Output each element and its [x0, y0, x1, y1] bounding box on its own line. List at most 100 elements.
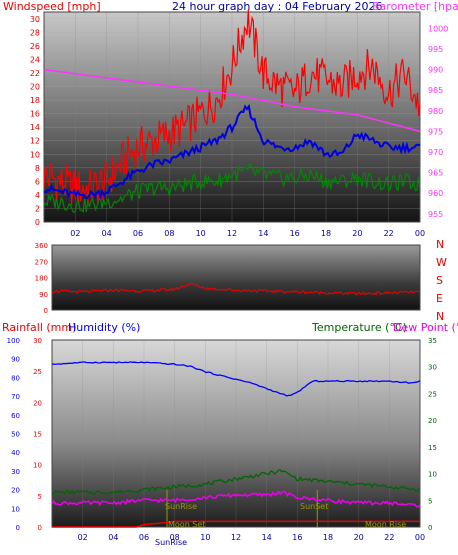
rain-tick-30: 30 — [33, 337, 42, 345]
temp-tick-15: 15 — [428, 444, 437, 452]
humidity-tick-60: 60 — [11, 412, 20, 420]
rainfall-line — [52, 520, 420, 528]
baro-tick-1000: 1000 — [428, 24, 448, 33]
wind-xtick-12: 12 — [227, 229, 237, 238]
baro-tick-980: 980 — [428, 107, 443, 116]
wind-tick-18: 18 — [30, 96, 40, 105]
temperature-line — [52, 469, 421, 496]
sun-moon-annotations: SunRise SunSet Moon Set Moon Rise SunRise — [155, 502, 406, 547]
humidity-tick-40: 40 — [11, 449, 20, 457]
dewpoint-axis-label: Dew Point (°C — [393, 321, 458, 334]
barometer-line — [43, 68, 421, 133]
humidity-line — [51, 361, 421, 397]
direction-ticks: 0 90 180 270 360 — [35, 242, 48, 315]
wind-xtick-20: 20 — [352, 229, 362, 238]
rain-tick-25: 25 — [33, 368, 42, 376]
annotation-1: SunSet — [300, 502, 328, 511]
annotation-4: SunRise — [155, 538, 187, 547]
direction-series — [51, 282, 421, 296]
wind-xtick-18: 18 — [321, 229, 331, 238]
barometer-axis-label: Barometer [hpa] — [372, 0, 458, 13]
direction-plot-area — [51, 244, 421, 311]
wind-xtick-00: 00 — [415, 229, 425, 238]
rain-tick-5: 5 — [38, 493, 42, 501]
low-wind-line — [43, 162, 421, 214]
wind-xtick-02: 02 — [70, 229, 80, 238]
temp-xtick-06: 06 — [139, 533, 149, 542]
temp-tick-30: 30 — [428, 364, 437, 372]
humidity-tick-90: 90 — [11, 356, 20, 364]
wind-tick-2: 2 — [35, 204, 40, 213]
temp-xtick-10: 10 — [200, 533, 210, 542]
temp-xtick-20: 20 — [354, 533, 364, 542]
wind-xtick-04: 04 — [102, 229, 112, 238]
dewpoint-line — [51, 490, 421, 509]
baro-tick-955: 955 — [428, 210, 443, 219]
wind-xtick-08: 08 — [164, 229, 174, 238]
baro-tick-970: 970 — [428, 148, 443, 157]
temp-tick-35: 35 — [428, 337, 437, 345]
wind-direction-line — [51, 282, 421, 296]
temp-hum-series — [51, 361, 421, 528]
wind-tick-16: 16 — [30, 110, 40, 119]
baro-tick-990: 990 — [428, 66, 443, 75]
direction-tick-360: 360 — [35, 242, 48, 250]
compass-3: E — [436, 292, 443, 305]
compass-4: N — [436, 310, 444, 323]
temp-xtick-08: 08 — [170, 533, 180, 542]
temp-xtick-18: 18 — [323, 533, 333, 542]
temp-xtick-22: 22 — [384, 533, 394, 542]
rain-tick-15: 15 — [33, 431, 42, 439]
temp-xtick-04: 04 — [108, 533, 118, 542]
graph-title: 24 hour graph day : 04 February 2026 — [172, 0, 383, 13]
wind-x-ticks: 02 04 06 08 10 12 14 16 18 20 22 00 — [70, 229, 425, 238]
direction-tick-0: 0 — [44, 307, 48, 315]
direction-tick-180: 180 — [35, 275, 48, 283]
temp-xtick-12: 12 — [231, 533, 241, 542]
direction-tick-270: 270 — [35, 258, 48, 266]
wind-tick-8: 8 — [35, 164, 40, 173]
temp-tick-25: 25 — [428, 390, 437, 398]
baro-tick-960: 960 — [428, 189, 443, 198]
wind-tick-6: 6 — [35, 177, 40, 186]
temp-tick-10: 10 — [428, 471, 437, 479]
baro-tick-995: 995 — [428, 45, 443, 54]
humidity-tick-100: 100 — [7, 337, 20, 345]
temp-x-ticks: 02 04 06 08 10 12 14 16 18 20 22 00 — [78, 533, 426, 542]
wind-tick-26: 26 — [30, 42, 40, 51]
average-wind-line — [44, 103, 421, 200]
humidity-axis-label: Humidity (%) — [68, 321, 140, 334]
compass-2: S — [436, 274, 443, 287]
temp-xtick-14: 14 — [262, 533, 272, 542]
annotation-3: Moon Rise — [365, 520, 406, 529]
windspeed-axis-label: Windspeed [mph] — [3, 0, 101, 13]
rain-tick-0: 0 — [38, 524, 42, 532]
compass-1: W — [436, 256, 447, 269]
temp-tick-5: 5 — [428, 497, 432, 505]
compass-0: N — [436, 238, 444, 251]
rain-ticks: 0 5 10 15 20 25 30 — [33, 337, 42, 532]
wind-xtick-14: 14 — [258, 229, 268, 238]
baro-tick-965: 965 — [428, 169, 443, 178]
wind-tick-0: 0 — [35, 218, 40, 227]
wind-xtick-16: 16 — [290, 229, 300, 238]
temp-tick-0: 0 — [428, 524, 432, 532]
humidity-tick-80: 80 — [11, 374, 20, 382]
wind-tick-12: 12 — [30, 137, 40, 146]
rain-tick-20: 20 — [33, 399, 42, 407]
wind-xtick-10: 10 — [196, 229, 206, 238]
temperature-axis-label: Temperature (°C) — [311, 321, 407, 334]
rain-tick-10: 10 — [33, 462, 42, 470]
windspeed-line — [43, 9, 421, 206]
humidity-tick-10: 10 — [11, 505, 20, 513]
humidity-tick-50: 50 — [11, 431, 20, 439]
baro-tick-975: 975 — [428, 127, 443, 136]
annotation-2: Moon Set — [168, 520, 205, 529]
temp-ticks: 0 5 10 15 20 25 30 35 — [428, 337, 437, 532]
direction-tick-90: 90 — [39, 291, 48, 299]
rainfall-axis-label: Rainfall (mm) — [2, 321, 76, 334]
wind-tick-22: 22 — [30, 69, 40, 78]
